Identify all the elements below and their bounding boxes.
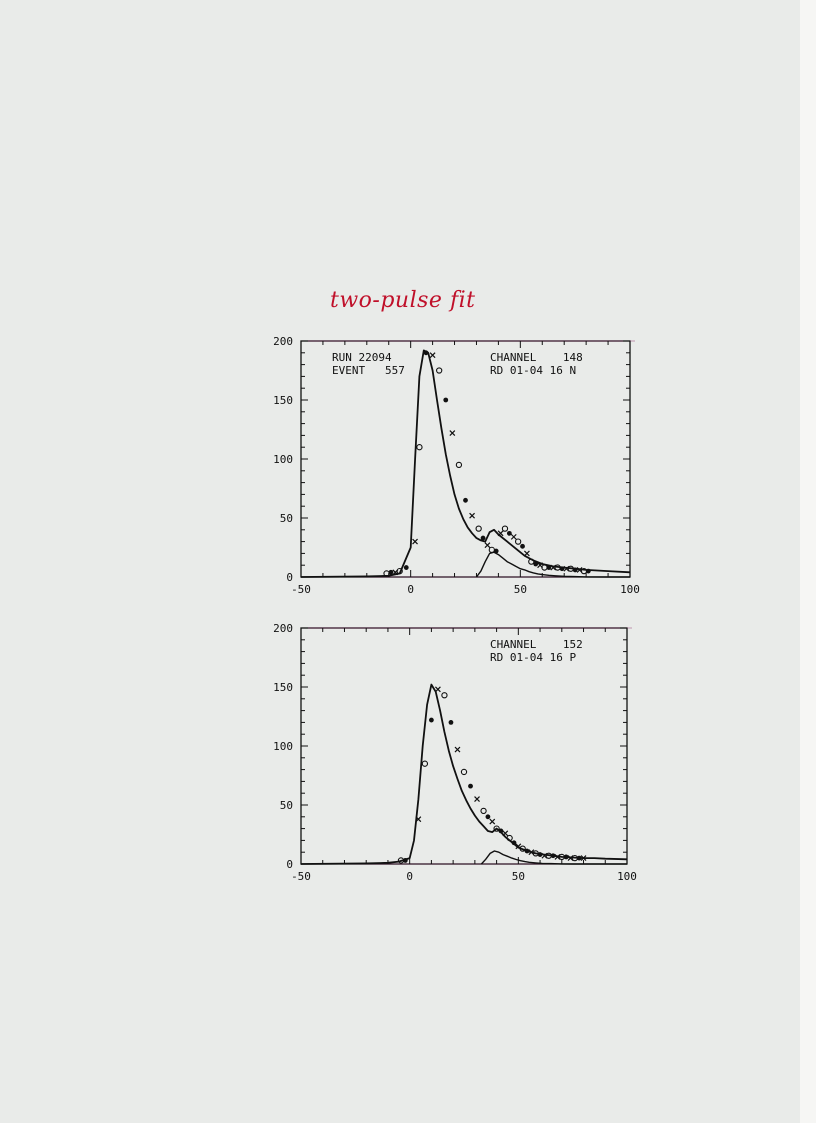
y-tick-label: 0 [286,571,293,584]
info-right-line: CHANNEL 152 [490,638,583,651]
data-point [506,530,512,536]
data-point [443,397,449,403]
x-tick-label: 50 [512,870,525,883]
info-right-line: CHANNEL 148 [490,351,583,364]
data-point [475,525,482,532]
data-point [403,565,409,570]
data-point [412,538,418,545]
data-point [474,796,480,803]
data-point [520,543,525,549]
data-point [510,533,517,540]
x-tick-label: -50 [291,583,311,596]
data-point [485,814,491,820]
data-point [501,525,509,532]
plot-frame [300,627,628,865]
data-point [523,550,530,557]
y-tick-label: 0 [286,858,293,871]
data-point [454,746,461,753]
y-tick-label: 200 [273,622,293,635]
x-tick-label: 100 [620,583,640,596]
data-point [429,352,436,359]
y-tick-label: 200 [273,335,293,348]
total-fit-curve [300,349,631,578]
data-point [493,825,500,832]
y-tick-label: 50 [280,799,293,812]
data-point [469,512,476,519]
info-right-line: RD 01-04 16 N [490,364,576,377]
x-tick-label: 0 [407,583,414,596]
data-point [441,692,448,699]
second-pulse-curve [480,850,627,865]
x-tick-label: 100 [617,870,637,883]
y-tick-label: 150 [273,394,293,407]
y-tick-label: 100 [273,740,293,753]
data-point [514,538,522,545]
data-point [449,430,456,436]
data-point [421,760,429,767]
total-fit-curve [300,683,628,865]
info-right-line: RD 01-04 16 P [490,651,576,664]
data-point [489,818,496,825]
handwritten-annotation: two-pulse fit [330,288,476,313]
data-point [468,783,473,789]
data-point [460,768,468,776]
info-left-line: EVENT 557 [332,364,405,377]
y-tick-label: 100 [273,453,293,466]
data-point [416,444,423,451]
page-edge [800,0,816,1123]
data-point [429,717,434,723]
data-point [455,461,463,469]
second-pulse-curve [475,551,630,578]
x-tick-label: 0 [406,870,413,883]
x-tick-label: -50 [291,870,311,883]
y-tick-label: 150 [273,681,293,694]
data-point [463,497,468,503]
data-point [436,367,443,374]
data-point [533,561,539,567]
x-tick-label: 50 [514,583,527,596]
data-point [484,542,491,549]
info-left-line: RUN 22094 [332,351,392,364]
data-point [480,535,486,541]
y-tick-label: 50 [280,512,293,525]
data-point [480,807,487,815]
data-point [448,720,454,725]
data-point [388,569,394,575]
